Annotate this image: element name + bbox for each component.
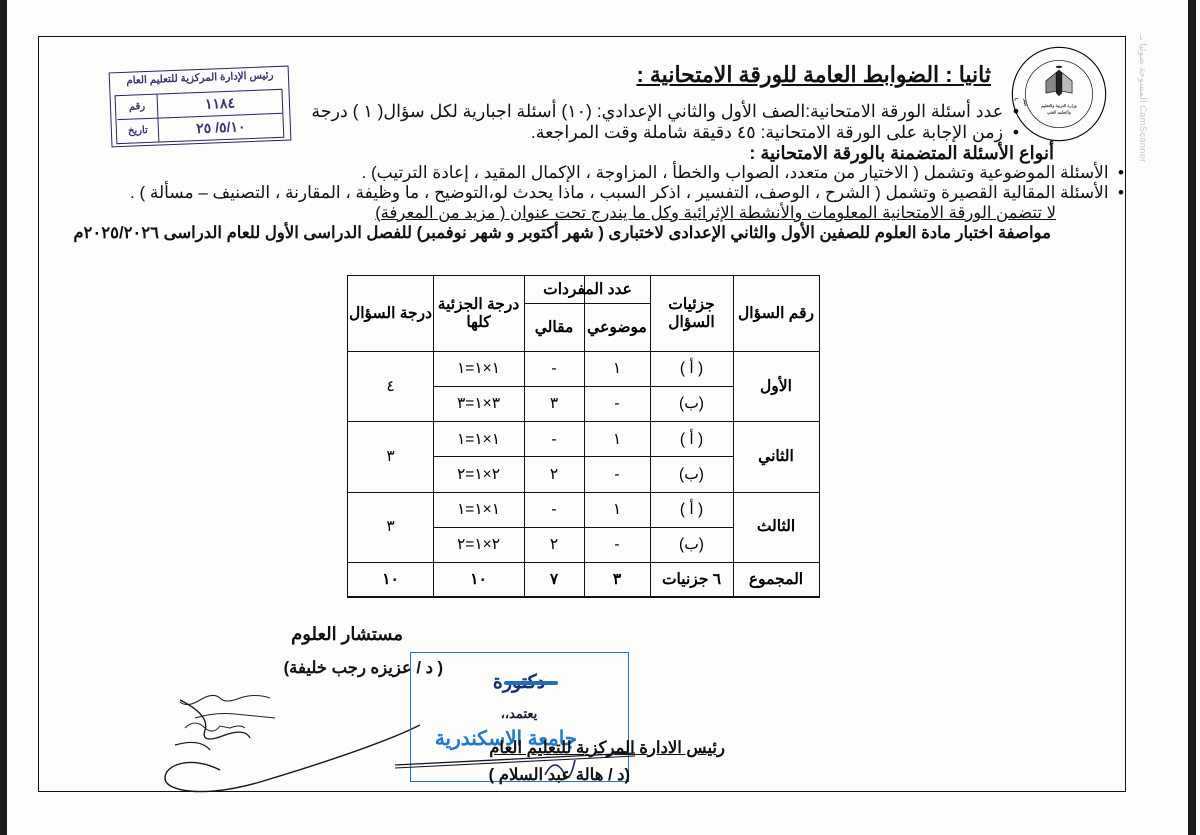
svg-text:اسرة التربية والتعليم الفني: اسرة التربية والتعليم الفني bbox=[1003, 38, 1029, 106]
svg-text:والتعليم الفني: والتعليم الفني bbox=[1047, 110, 1071, 116]
svg-text:EDUCATION AND TECHNICAL: EDUCATION AND TECHNICAL bbox=[1003, 38, 1019, 102]
svg-text:MINISTRY OF EDUCATION: MINISTRY OF EDUCATION bbox=[1003, 38, 1005, 40]
svg-text:يعتمد،،: يعتمد،، bbox=[501, 706, 538, 721]
svg-text:وزارة التربية والتعليم: وزارة التربية والتعليم bbox=[1041, 103, 1077, 109]
